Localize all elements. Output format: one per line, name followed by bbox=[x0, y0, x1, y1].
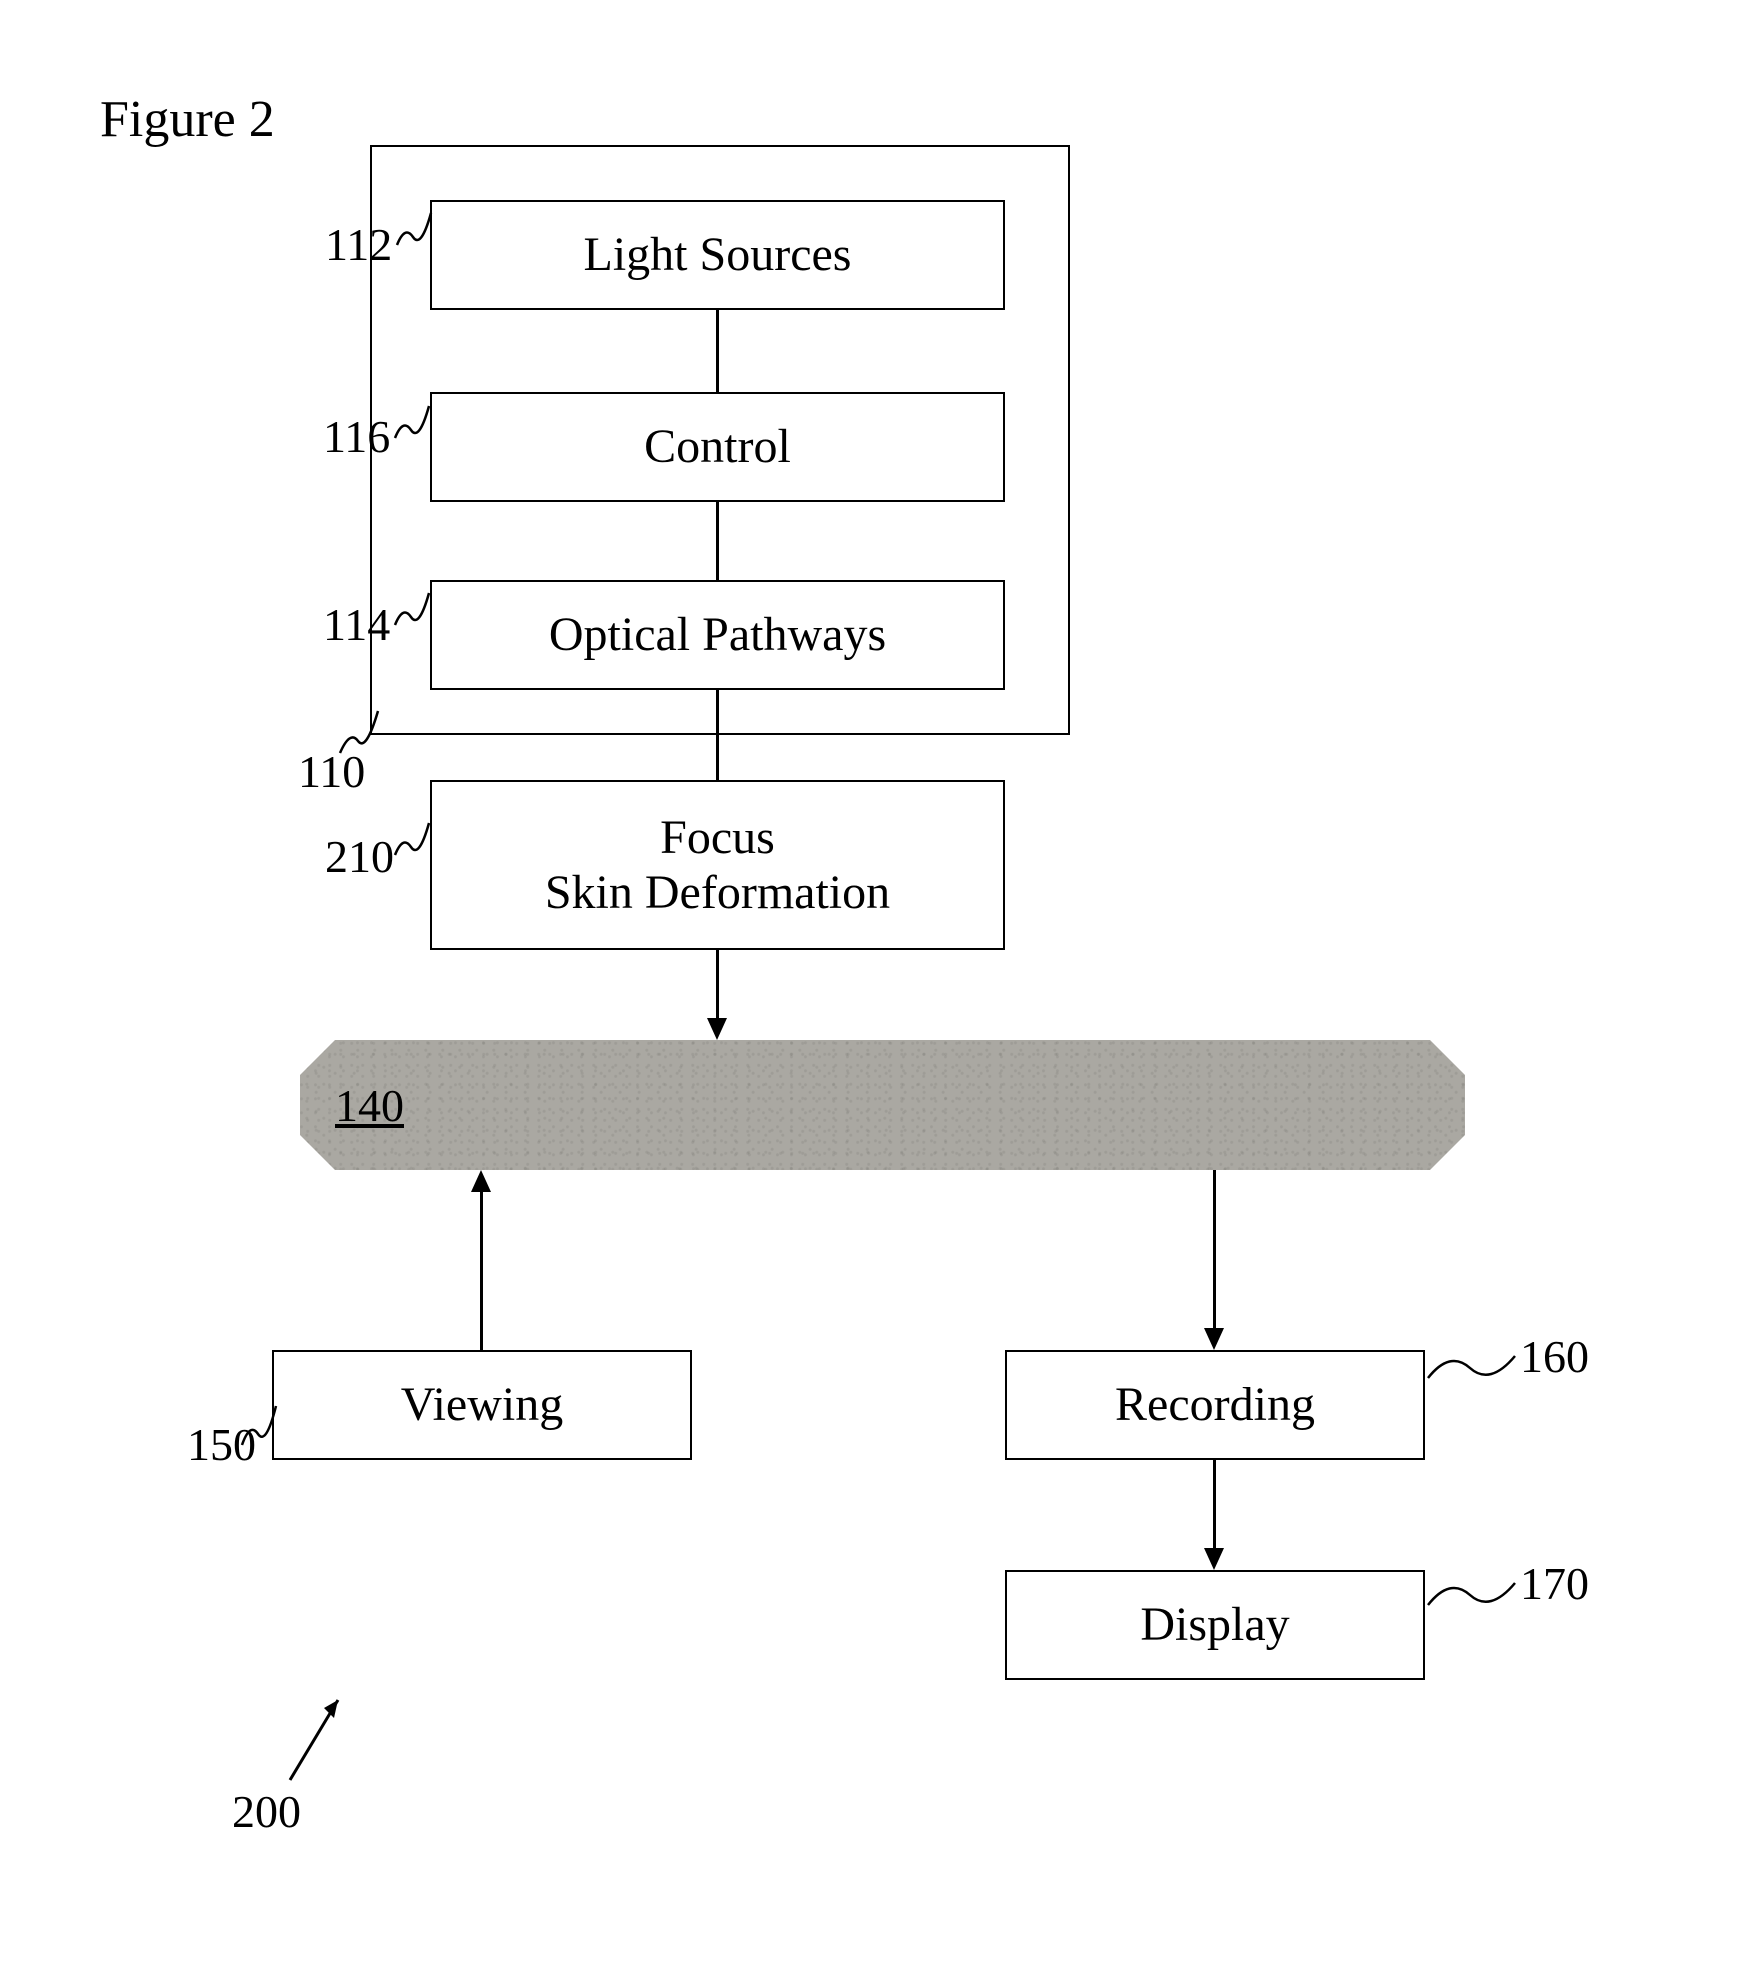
ref-210: 210 bbox=[325, 830, 394, 883]
light-sources-label: Light Sources bbox=[584, 227, 852, 282]
ref-112: 112 bbox=[325, 218, 392, 271]
line-control-optical bbox=[716, 502, 719, 580]
arrow-focus-skin-head bbox=[707, 1018, 727, 1040]
line-optical-focus bbox=[716, 690, 719, 780]
display-box: Display bbox=[1005, 1570, 1425, 1680]
squiggle-160 bbox=[1425, 1338, 1520, 1393]
recording-label: Recording bbox=[1115, 1377, 1315, 1432]
squiggle-112 bbox=[395, 205, 435, 255]
squiggle-150 bbox=[240, 1400, 280, 1455]
ref-114: 114 bbox=[323, 598, 390, 651]
squiggle-116 bbox=[393, 398, 433, 448]
line-lightsources-control bbox=[716, 310, 719, 392]
control-label: Control bbox=[644, 419, 791, 474]
arrow-skin-viewing-line bbox=[480, 1190, 483, 1350]
squiggle-114 bbox=[393, 585, 433, 635]
arrow-focus-skin-line bbox=[716, 950, 719, 1020]
arrow-recording-display-line bbox=[1213, 1460, 1216, 1550]
light-sources-box: Light Sources bbox=[430, 200, 1005, 310]
skin-bar: 140 bbox=[300, 1040, 1465, 1170]
arrow-skin-recording-line bbox=[1213, 1170, 1216, 1330]
squiggle-170 bbox=[1425, 1565, 1520, 1620]
viewing-label: Viewing bbox=[401, 1377, 563, 1432]
arrow-skin-recording-head bbox=[1204, 1328, 1224, 1350]
display-label: Display bbox=[1140, 1597, 1289, 1652]
squiggle-110 bbox=[338, 705, 383, 760]
ref-170: 170 bbox=[1520, 1557, 1589, 1610]
focus-label-line1: Focus bbox=[545, 810, 890, 865]
ref-116: 116 bbox=[323, 410, 390, 463]
figure-title: Figure 2 bbox=[100, 90, 275, 149]
recording-box: Recording bbox=[1005, 1350, 1425, 1460]
optical-pathways-box: Optical Pathways bbox=[430, 580, 1005, 690]
figure-title-text: Figure 2 bbox=[100, 91, 275, 148]
ref-160: 160 bbox=[1520, 1330, 1589, 1383]
skin-ref-label: 140 bbox=[335, 1079, 404, 1132]
focus-label-line2: Skin Deformation bbox=[545, 865, 890, 920]
arrow-recording-display-head bbox=[1204, 1548, 1224, 1570]
arrow-200 bbox=[270, 1680, 370, 1790]
viewing-box: Viewing bbox=[272, 1350, 692, 1460]
squiggle-210 bbox=[393, 815, 433, 865]
focus-box: Focus Skin Deformation bbox=[430, 780, 1005, 950]
optical-pathways-label: Optical Pathways bbox=[549, 607, 886, 662]
ref-200: 200 bbox=[232, 1785, 301, 1838]
arrow-skin-viewing-head bbox=[471, 1170, 491, 1192]
control-box: Control bbox=[430, 392, 1005, 502]
focus-label-wrap: Focus Skin Deformation bbox=[545, 810, 890, 920]
